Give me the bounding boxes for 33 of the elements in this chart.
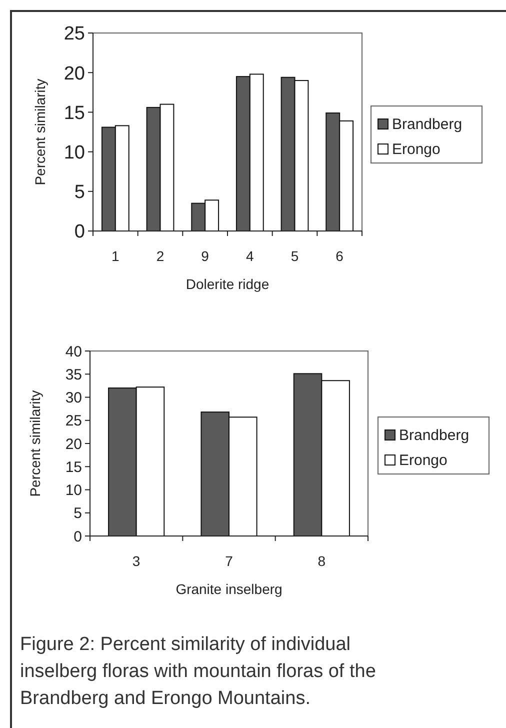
y-axis-title: Percent similarity xyxy=(27,390,43,497)
caption: Figure 2: Percent similarity of individual inselberg floras with mountain floras of the Brandberg and Erongo Mountains. xyxy=(20,634,376,709)
y-tick-label: 25 xyxy=(65,412,82,430)
x-tick-label: 1 xyxy=(112,248,120,264)
y-tick-label: 20 xyxy=(65,436,82,453)
legend-label: Erongo xyxy=(392,141,440,158)
legend-label: Brandberg xyxy=(392,116,462,133)
y-tick-label: 15 xyxy=(65,458,82,476)
x-tick-label: 3 xyxy=(132,553,140,569)
y-tick-label: 20 xyxy=(64,63,85,84)
x-tick-label: 2 xyxy=(156,248,164,264)
x-tick-label: 5 xyxy=(290,248,299,264)
y-tick-label: 10 xyxy=(65,482,82,499)
x-axis-title: Dolerite ridge xyxy=(186,276,270,292)
y-tick-label: 15 xyxy=(64,102,85,124)
y-tick-label: 30 xyxy=(65,390,82,406)
y-tick-label: 0 xyxy=(74,222,85,243)
x-tick-label: 7 xyxy=(225,553,234,569)
x-axis-title: Granite inselberg xyxy=(176,581,282,597)
y-tick-label: 0 xyxy=(74,528,82,546)
y-tick-label: 10 xyxy=(64,142,85,164)
y-tick-label: 25 xyxy=(64,24,85,45)
y-tick-label: 5 xyxy=(74,505,82,522)
y-tick-label: 5 xyxy=(74,182,85,204)
x-tick-label: 6 xyxy=(336,248,344,264)
legend-label: Erongo xyxy=(399,452,448,469)
x-tick-label: 8 xyxy=(318,553,326,569)
x-tick-label: 9 xyxy=(201,248,210,264)
y-tick-label: 40 xyxy=(65,343,82,360)
y-axis-title: Percent similarity xyxy=(32,78,48,186)
y-tick-label: 35 xyxy=(65,366,82,384)
legend-label: Brandberg xyxy=(399,427,470,444)
x-tick-label: 4 xyxy=(246,248,254,264)
